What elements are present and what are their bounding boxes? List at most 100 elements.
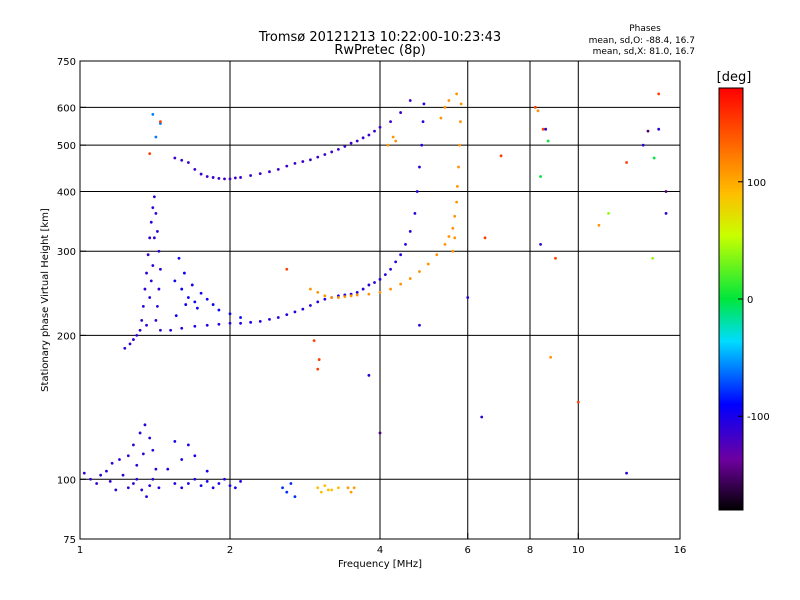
x-tick-label: 1	[77, 545, 83, 556]
data-point	[285, 164, 289, 168]
data-point	[199, 172, 203, 176]
data-point	[141, 452, 145, 456]
data-point	[217, 322, 221, 326]
plot-area	[80, 61, 680, 539]
data-point	[480, 415, 484, 419]
data-point	[451, 226, 455, 230]
data-point	[217, 177, 221, 180]
data-point	[148, 436, 152, 440]
data-point	[193, 167, 197, 171]
data-point	[193, 454, 197, 458]
data-point	[126, 454, 130, 458]
data-point	[159, 328, 162, 332]
data-point	[389, 287, 392, 291]
y-tick-label: 300	[57, 247, 76, 258]
data-point	[394, 260, 398, 264]
data-point	[126, 486, 130, 490]
data-point	[421, 120, 425, 124]
data-point	[439, 116, 443, 120]
data-point	[173, 279, 177, 283]
data-point	[422, 102, 426, 106]
data-point	[499, 154, 503, 158]
data-point	[184, 303, 188, 306]
data-point	[233, 176, 237, 180]
data-point	[186, 443, 190, 447]
data-point	[141, 304, 145, 308]
data-point	[154, 467, 158, 471]
data-point	[316, 155, 320, 159]
x-tick-label: 2	[227, 545, 233, 556]
data-point	[457, 165, 460, 169]
data-point	[110, 461, 114, 465]
data-point	[148, 484, 152, 488]
data-point	[151, 477, 155, 481]
data-point	[317, 358, 321, 361]
data-point	[378, 291, 382, 294]
data-point	[211, 303, 215, 306]
data-point	[156, 230, 159, 233]
data-point	[455, 200, 459, 204]
data-point	[389, 120, 392, 124]
data-point	[132, 338, 135, 341]
data-point	[143, 423, 147, 427]
data-point	[249, 320, 253, 324]
data-point	[239, 479, 242, 483]
colorbar: -100 0 100	[718, 87, 770, 511]
data-point	[652, 156, 656, 160]
data-point	[132, 443, 135, 447]
data-point	[148, 152, 152, 156]
data-point	[367, 283, 371, 287]
data-point	[173, 156, 177, 160]
x-axis-label: Frequency [MHz]	[338, 559, 422, 570]
data-point	[657, 92, 661, 96]
data-point	[316, 300, 320, 304]
data-point	[312, 339, 316, 343]
data-point	[451, 249, 455, 253]
data-point	[349, 490, 353, 494]
colorbar-tick-label: -100	[747, 412, 770, 423]
data-point	[323, 297, 327, 301]
data-point	[157, 249, 161, 253]
data-point	[276, 316, 280, 319]
data-point	[361, 136, 365, 140]
data-point	[336, 486, 340, 490]
data-point	[268, 318, 271, 321]
data-point	[123, 346, 127, 350]
data-point	[378, 431, 382, 435]
data-point	[458, 143, 462, 147]
data-point	[135, 333, 139, 337]
y-tick-label: 600	[57, 103, 76, 114]
data-point	[154, 211, 158, 215]
y-tick-label: 75	[63, 535, 76, 546]
data-point	[228, 177, 232, 181]
data-point	[657, 127, 661, 131]
data-point	[361, 287, 365, 291]
data-point	[349, 294, 353, 298]
data-point	[367, 373, 371, 377]
data-point	[539, 243, 542, 246]
data-point	[285, 313, 289, 317]
data-point	[180, 158, 184, 162]
data-point	[355, 291, 359, 294]
data-point	[140, 488, 144, 492]
data-point	[309, 158, 312, 162]
data-point	[145, 495, 148, 498]
data-point	[399, 111, 403, 114]
data-point	[625, 161, 628, 164]
data-point	[418, 165, 421, 169]
data-point	[293, 310, 297, 314]
axes: 1 2 4 6 8 10 16 75 100 200 300 400 500 600 750	[57, 57, 686, 556]
data-point	[199, 291, 203, 295]
data-point	[336, 147, 340, 151]
data-point	[145, 323, 148, 327]
data-point	[135, 477, 139, 481]
data-point	[289, 482, 293, 485]
data-point	[149, 220, 153, 224]
data-point	[664, 211, 668, 215]
data-point	[641, 143, 645, 147]
data-point	[383, 273, 387, 277]
data-point	[276, 167, 280, 171]
data-point	[180, 486, 184, 490]
data-point	[149, 279, 153, 283]
colorbar-tick-label: 0	[747, 295, 753, 306]
